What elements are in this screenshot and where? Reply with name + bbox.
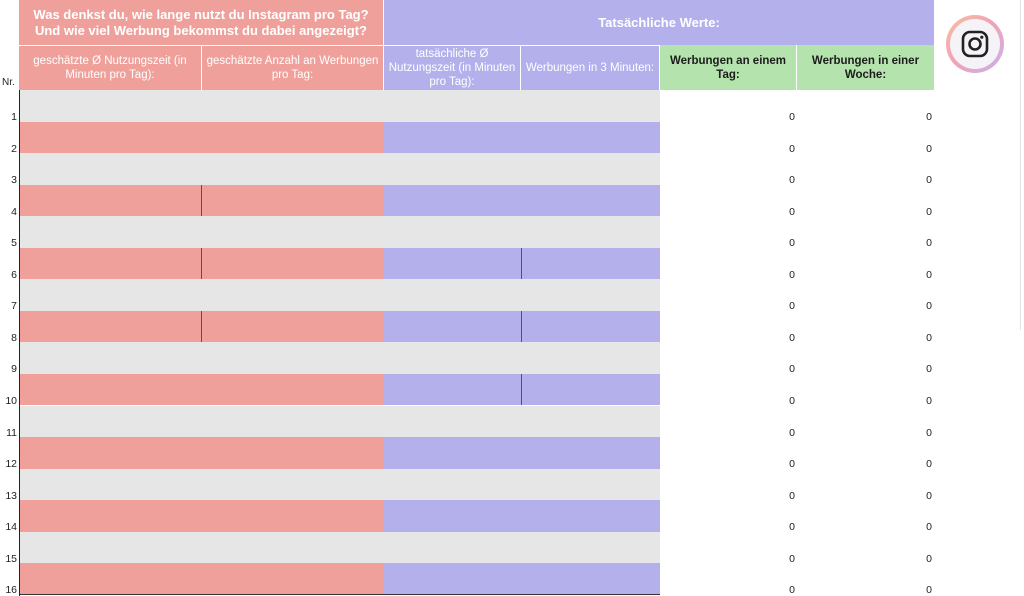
col-header-estimated-time: geschätzte Ø Nutzungszeit (in Minuten pr… bbox=[19, 45, 202, 90]
ads-per-week-value: 0 bbox=[926, 426, 932, 439]
row-number: 10 bbox=[5, 394, 17, 407]
actual-input-band[interactable] bbox=[384, 437, 660, 469]
ads-per-week-value: 0 bbox=[926, 174, 932, 187]
ads-per-day-value: 0 bbox=[789, 268, 795, 281]
ads-per-week-value: 0 bbox=[926, 268, 932, 281]
col-header-ads-3min: Werbungen in 3 Minuten: bbox=[521, 45, 660, 90]
actual-values-group-header: Tatsächliche Werte: bbox=[384, 0, 934, 45]
ads-per-week-value: 0 bbox=[926, 521, 932, 534]
row-number: 7 bbox=[11, 300, 17, 313]
cell-divider bbox=[521, 373, 522, 406]
actual-input-band[interactable] bbox=[384, 121, 660, 154]
actual-input-band[interactable] bbox=[384, 184, 660, 217]
row-number: 6 bbox=[11, 268, 17, 281]
ads-per-week-value: 0 bbox=[926, 111, 932, 123]
cell-divider bbox=[521, 310, 522, 343]
row-number: 3 bbox=[11, 174, 17, 187]
row-number: 2 bbox=[11, 142, 17, 155]
ads-per-day-value: 0 bbox=[789, 458, 795, 471]
cell-divider bbox=[201, 310, 202, 343]
actual-input-band[interactable] bbox=[384, 563, 660, 595]
ads-per-day-value: 0 bbox=[789, 205, 795, 218]
row-number: 15 bbox=[5, 552, 17, 565]
ads-per-day-value: 0 bbox=[789, 584, 795, 596]
ads-per-week-value: 0 bbox=[926, 363, 932, 376]
row-number: 5 bbox=[11, 237, 17, 250]
page-edge-divider bbox=[1020, 0, 1021, 330]
actual-input-band[interactable] bbox=[384, 247, 660, 280]
ads-per-day-value: 0 bbox=[789, 142, 795, 155]
col-header-estimated-ads: geschätzte Anzahl an Werbungen pro Tag: bbox=[202, 45, 384, 90]
table-row-band[interactable] bbox=[20, 153, 660, 185]
table-row-band[interactable] bbox=[20, 279, 660, 311]
row-number: 16 bbox=[5, 584, 17, 596]
table-row-band[interactable] bbox=[20, 342, 660, 374]
table-bottom-border bbox=[20, 594, 660, 595]
ads-per-day-value: 0 bbox=[789, 552, 795, 565]
ads-per-day-value: 0 bbox=[789, 300, 795, 313]
ads-per-week-value: 0 bbox=[926, 584, 932, 596]
instagram-icon bbox=[961, 30, 989, 58]
ads-per-week-value: 0 bbox=[926, 552, 932, 565]
ads-per-day-value: 0 bbox=[789, 394, 795, 407]
table-row-band[interactable] bbox=[20, 405, 660, 437]
row-number: 4 bbox=[11, 205, 17, 218]
ads-per-week-value: 0 bbox=[926, 300, 932, 313]
estimate-input-band[interactable] bbox=[20, 121, 384, 154]
ads-per-week-value: 0 bbox=[926, 458, 932, 471]
row-number: 9 bbox=[11, 363, 17, 376]
ads-per-day-value: 0 bbox=[789, 331, 795, 344]
table-row-band[interactable] bbox=[20, 531, 660, 564]
ads-per-day-value: 0 bbox=[789, 363, 795, 376]
estimate-input-band[interactable] bbox=[20, 500, 384, 532]
col-header-ads-day: Werbungen an einem Tag: bbox=[660, 45, 797, 90]
ads-per-week-value: 0 bbox=[926, 489, 932, 502]
ads-per-day-value: 0 bbox=[789, 489, 795, 502]
instagram-logo bbox=[946, 15, 1004, 73]
estimate-input-band[interactable] bbox=[20, 437, 384, 469]
row-header-divider bbox=[19, 90, 20, 596]
table-row-band[interactable] bbox=[20, 90, 660, 122]
row-number: 11 bbox=[6, 426, 17, 439]
table-row-band[interactable] bbox=[20, 216, 660, 248]
row-number: 12 bbox=[5, 458, 17, 471]
ads-per-day-value: 0 bbox=[789, 174, 795, 187]
estimate-input-band[interactable] bbox=[20, 310, 384, 343]
table-row-band[interactable] bbox=[20, 468, 660, 501]
nr-column-label: Nr. bbox=[2, 77, 15, 88]
cell-divider bbox=[201, 247, 202, 280]
row-number: 14 bbox=[5, 521, 17, 534]
estimate-input-band[interactable] bbox=[20, 247, 384, 280]
ads-per-week-value: 0 bbox=[926, 237, 932, 250]
row-number: 13 bbox=[5, 489, 17, 502]
ads-per-week-value: 0 bbox=[926, 394, 932, 407]
cell-divider bbox=[201, 184, 202, 217]
estimate-input-band[interactable] bbox=[20, 373, 384, 406]
ads-per-week-value: 0 bbox=[926, 142, 932, 155]
cell-divider bbox=[521, 247, 522, 280]
row-number: 8 bbox=[11, 331, 17, 344]
ads-per-day-value: 0 bbox=[789, 237, 795, 250]
ads-per-day-value: 0 bbox=[789, 521, 795, 534]
col-header-ads-week: Werbungen in einer Woche: bbox=[797, 45, 934, 90]
estimate-input-band[interactable] bbox=[20, 184, 384, 217]
ads-per-week-value: 0 bbox=[926, 205, 932, 218]
actual-input-band[interactable] bbox=[384, 373, 660, 406]
ads-per-day-value: 0 bbox=[789, 426, 795, 439]
row-number: 1 bbox=[11, 111, 17, 123]
estimate-group-header: Was denkst du, wie lange nutzt du Instag… bbox=[19, 0, 384, 45]
ads-per-week-value: 0 bbox=[926, 331, 932, 344]
estimate-input-band[interactable] bbox=[20, 563, 384, 595]
actual-input-band[interactable] bbox=[384, 500, 660, 532]
actual-input-band[interactable] bbox=[384, 310, 660, 343]
col-header-actual-time: tatsächliche Ø Nutzungszeit (in Minuten … bbox=[384, 45, 521, 90]
ads-per-day-value: 0 bbox=[789, 111, 795, 123]
